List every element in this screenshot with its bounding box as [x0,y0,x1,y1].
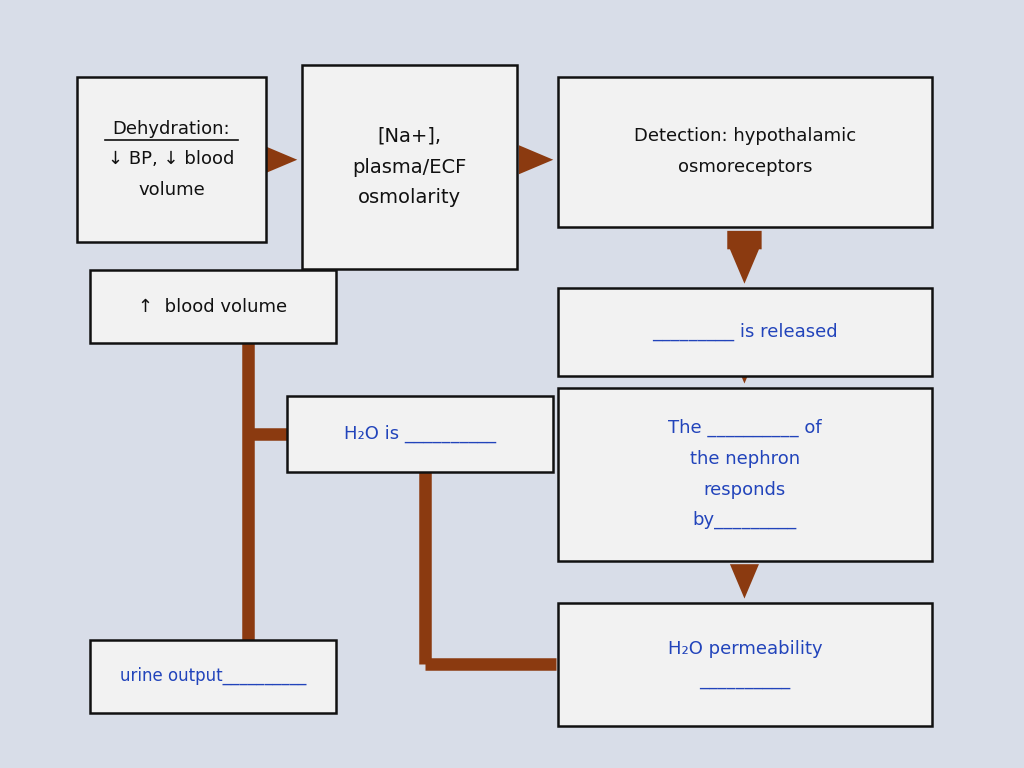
FancyBboxPatch shape [302,65,517,269]
Text: H₂O permeability: H₂O permeability [668,640,822,658]
Text: by_________: by_________ [693,511,797,529]
Text: volume: volume [138,181,205,199]
Text: [Na+],: [Na+], [378,127,441,146]
Text: responds: responds [703,481,786,498]
Text: H₂O is __________: H₂O is __________ [344,425,496,443]
Text: osmolarity: osmolarity [358,188,461,207]
Text: osmoreceptors: osmoreceptors [678,158,812,176]
Text: Detection: hypothalamic: Detection: hypothalamic [634,127,856,145]
FancyBboxPatch shape [558,288,932,376]
FancyBboxPatch shape [77,77,266,242]
Text: ↓ BP, ↓ blood: ↓ BP, ↓ blood [109,151,234,168]
Text: urine output__________: urine output__________ [120,667,306,685]
Text: plasma/ECF: plasma/ECF [352,157,467,177]
Text: _________ is released: _________ is released [652,323,838,341]
FancyBboxPatch shape [287,396,553,472]
Text: ↑  blood volume: ↑ blood volume [138,298,288,316]
FancyBboxPatch shape [558,388,932,561]
FancyBboxPatch shape [558,77,932,227]
Text: the nephron: the nephron [690,450,800,468]
FancyBboxPatch shape [90,640,336,713]
Text: The __________ of: The __________ of [668,419,822,437]
Text: Dehydration:: Dehydration: [113,120,230,137]
FancyBboxPatch shape [558,603,932,726]
Text: __________: __________ [699,670,791,689]
FancyBboxPatch shape [90,270,336,343]
